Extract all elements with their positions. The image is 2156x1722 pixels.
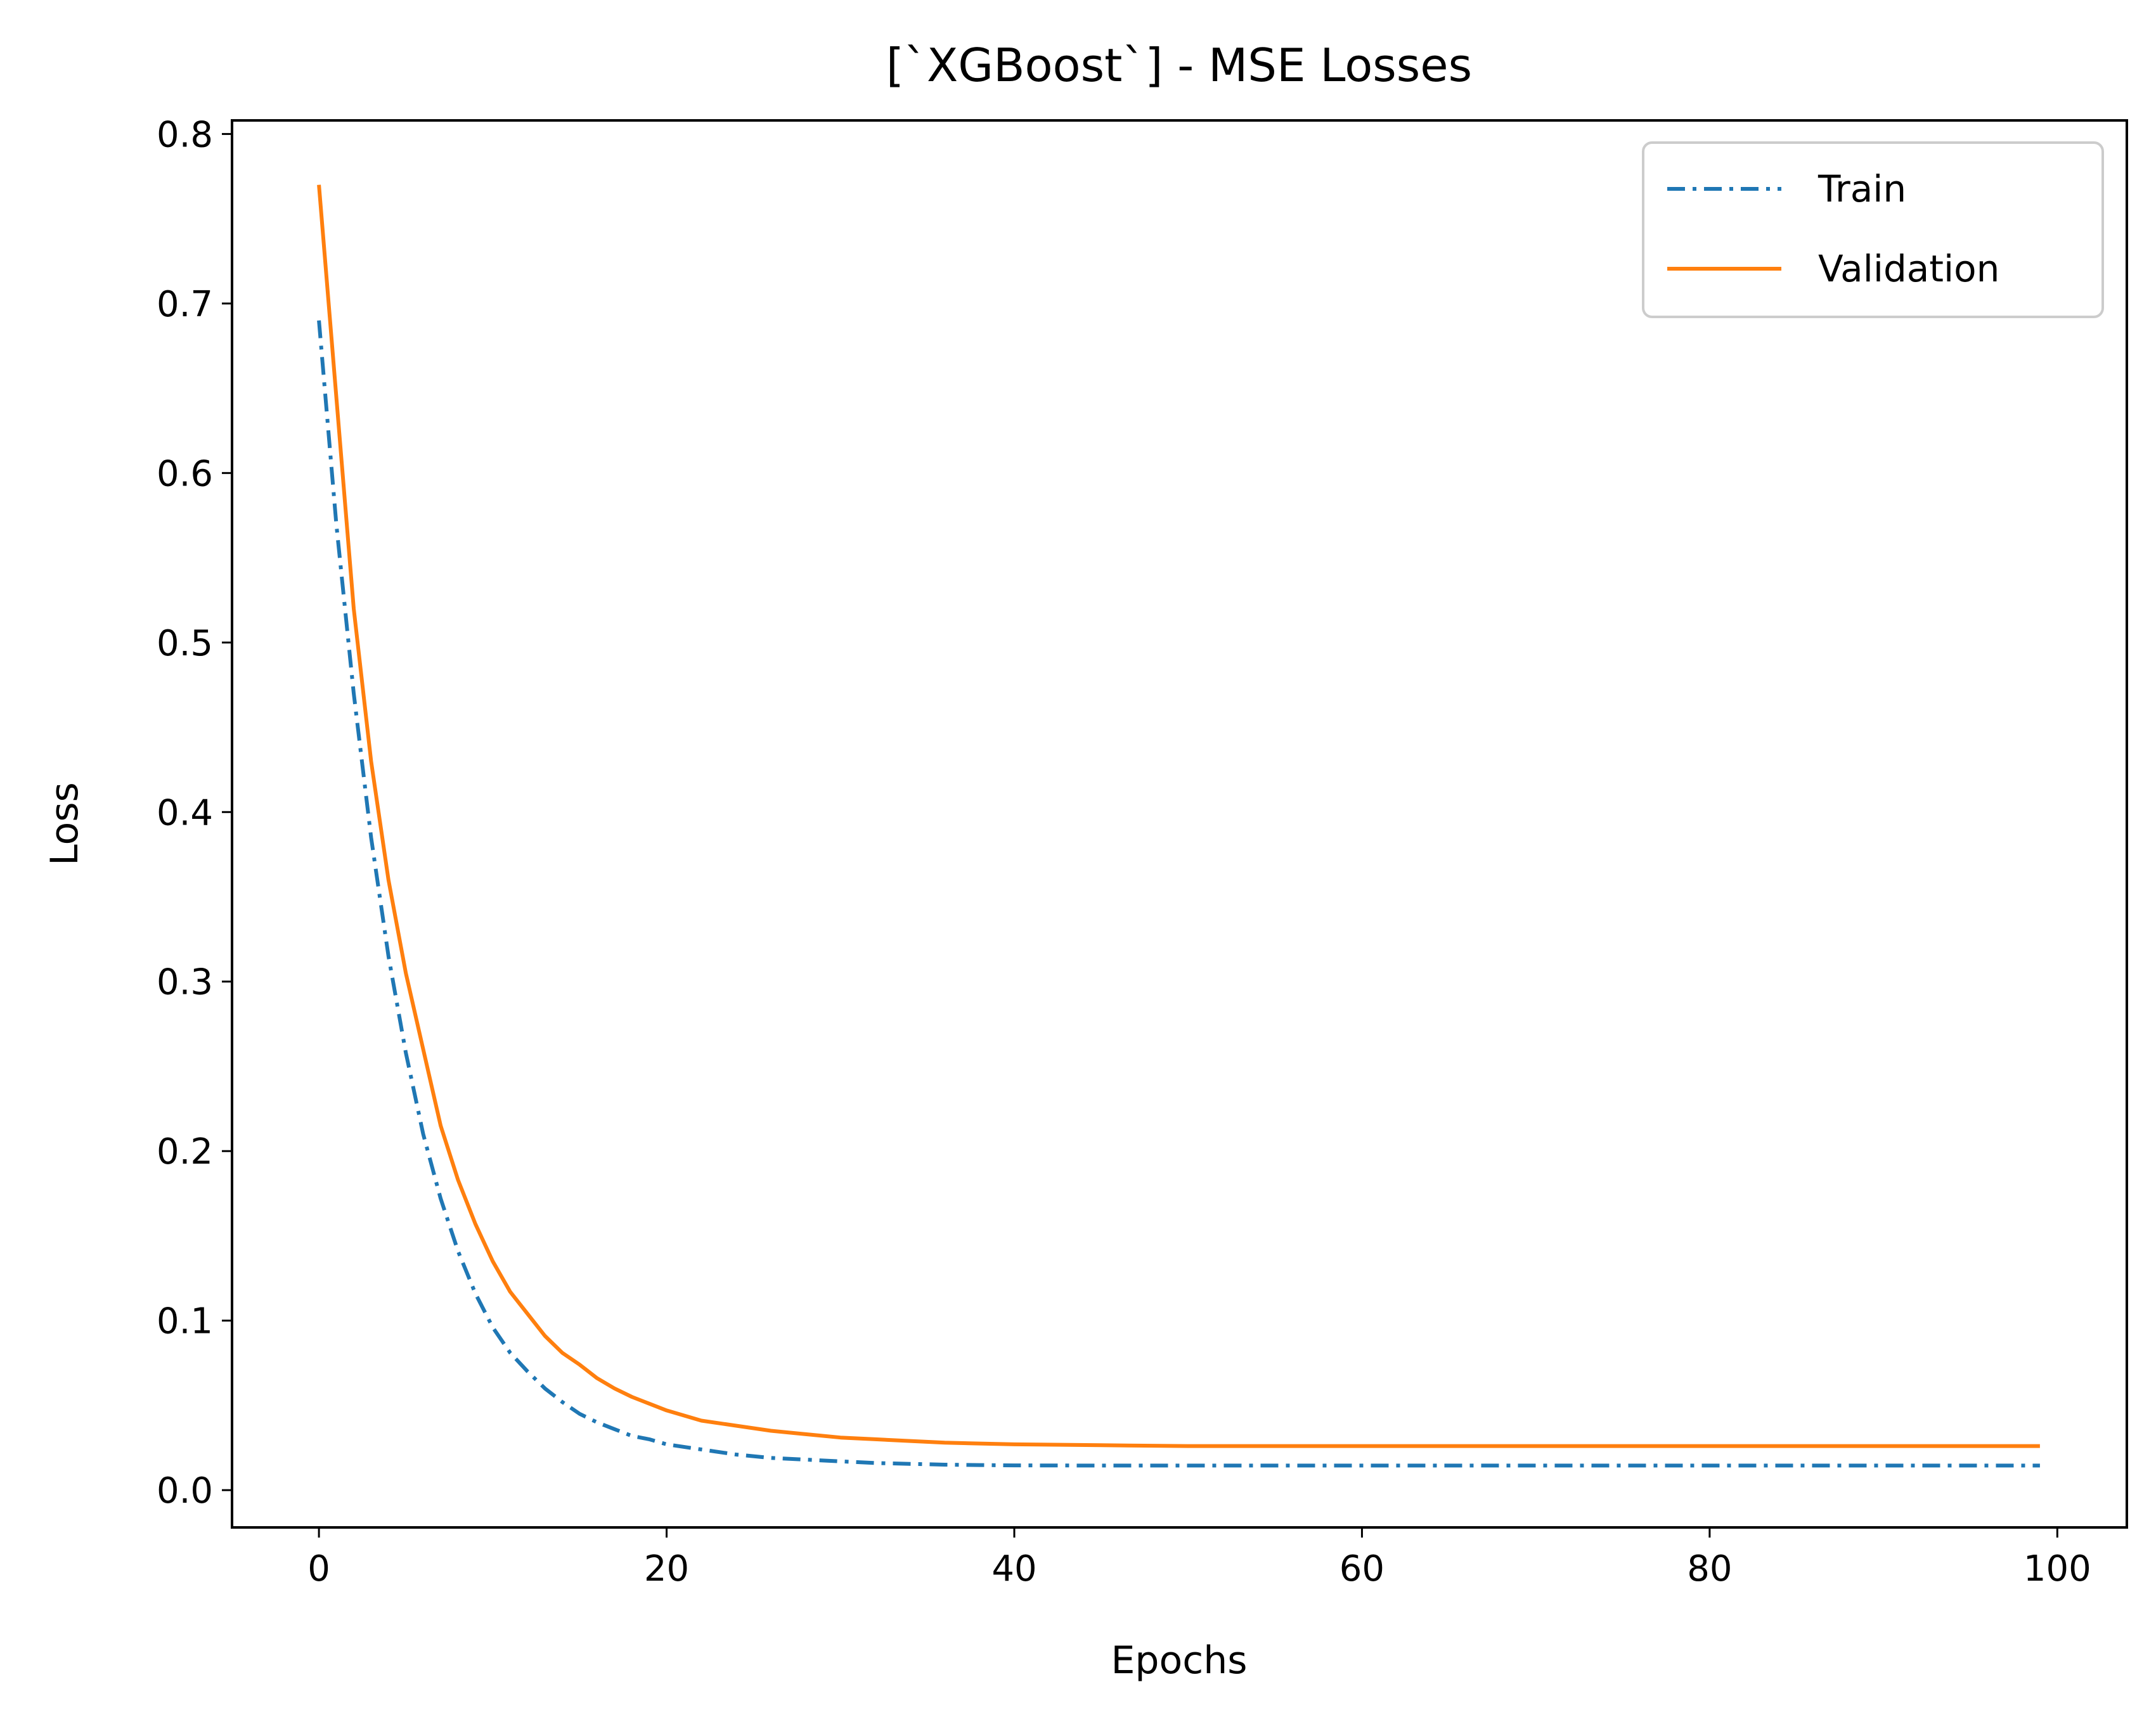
legend-label-train: Train bbox=[1817, 167, 1906, 210]
y-tick-label: 0.4 bbox=[157, 792, 213, 833]
y-tick-label: 0.6 bbox=[157, 453, 213, 494]
y-axis-label: Loss bbox=[42, 782, 87, 866]
y-tick-label: 0.1 bbox=[157, 1301, 213, 1342]
y-tick-label: 0.0 bbox=[157, 1470, 213, 1512]
x-tick-label: 40 bbox=[991, 1548, 1036, 1590]
y-tick-label: 0.2 bbox=[157, 1131, 213, 1173]
plot-area bbox=[317, 184, 2040, 1468]
y-tick-label: 0.5 bbox=[157, 623, 213, 664]
y-tick-label: 0.3 bbox=[157, 962, 213, 1003]
x-axis-label: Epochs bbox=[1111, 1638, 1248, 1683]
x-tick-label: 0 bbox=[307, 1548, 330, 1590]
legend: Train Validation bbox=[1642, 141, 2104, 318]
x-axis-ticks: 0 20 40 60 80 100 bbox=[307, 1527, 2091, 1590]
legend-box bbox=[1642, 141, 2104, 318]
chart-title: [`XGBoost`] - MSE Losses bbox=[886, 39, 1472, 92]
legend-label-validation: Validation bbox=[1818, 247, 1999, 290]
series-line-validation bbox=[317, 184, 2040, 1448]
y-tick-label: 0.7 bbox=[157, 284, 213, 325]
axes-frame bbox=[231, 119, 2128, 1529]
x-tick-label: 60 bbox=[1339, 1548, 1385, 1590]
y-axis-ticks: 0.0 0.1 0.2 0.3 0.4 0.5 0.6 0.7 0.8 bbox=[157, 114, 232, 1512]
x-tick-label: 100 bbox=[2024, 1548, 2091, 1590]
y-tick-label: 0.8 bbox=[157, 114, 213, 155]
x-tick-label: 80 bbox=[1687, 1548, 1732, 1590]
x-tick-label: 20 bbox=[644, 1548, 689, 1590]
series-line-train bbox=[317, 320, 2040, 1468]
